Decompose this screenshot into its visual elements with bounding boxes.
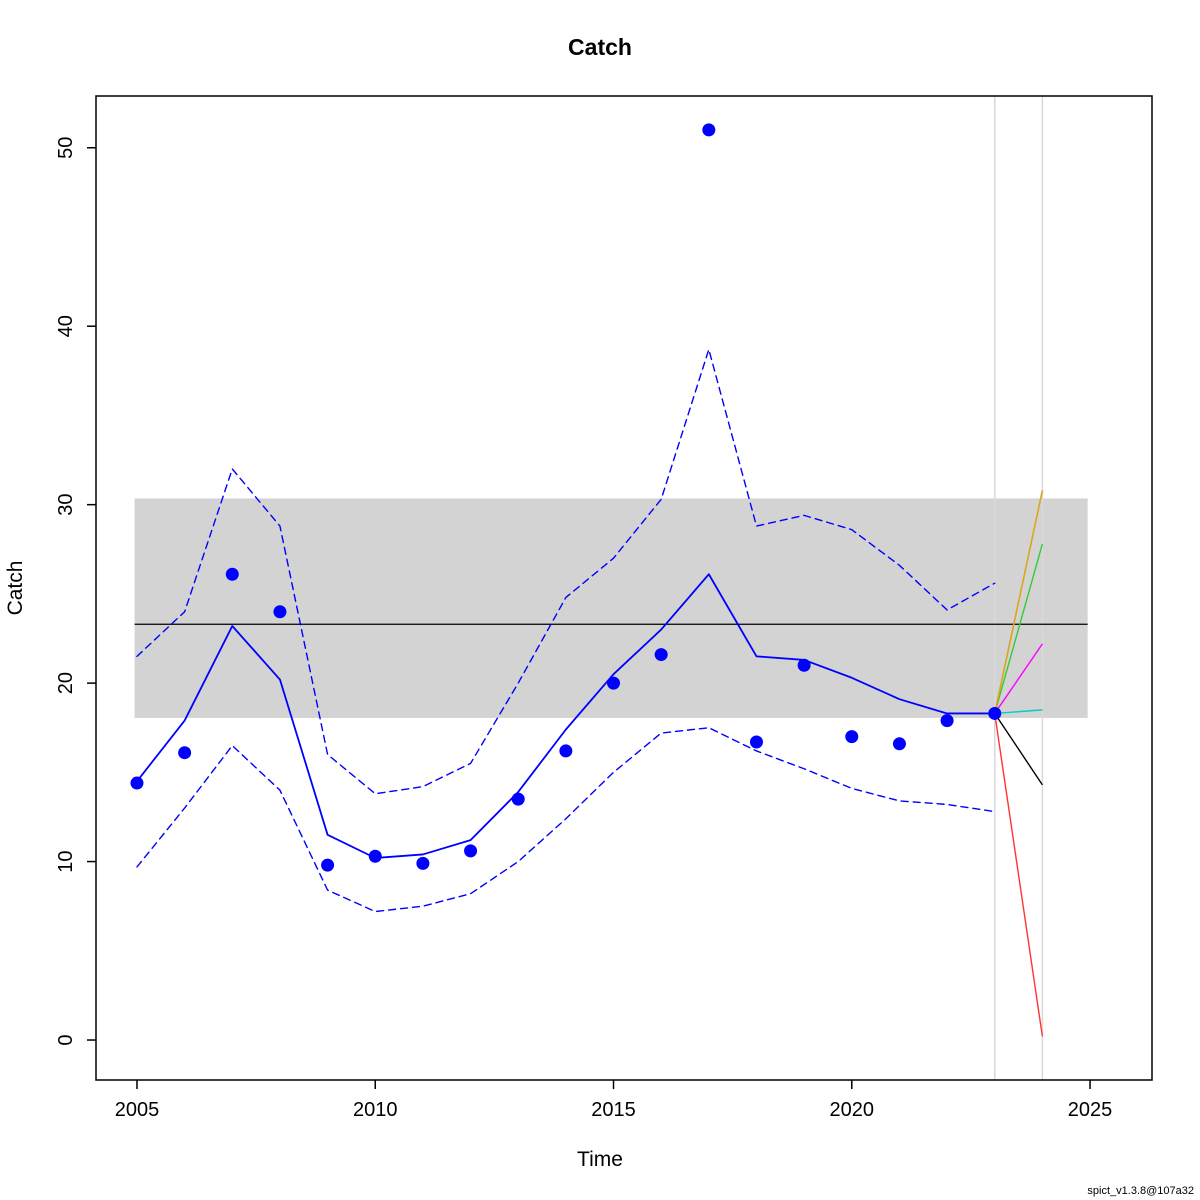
- observed-catch-point: [892, 737, 906, 751]
- observed-catch-point: [654, 648, 668, 662]
- x-tick-label: 2015: [591, 1099, 636, 1121]
- y-tick-label: 50: [55, 137, 77, 159]
- observed-catch-point: [225, 567, 239, 581]
- observed-catch-point: [607, 676, 621, 690]
- ci-upper-line: [136, 348, 996, 795]
- estimated-catch-line: [136, 573, 996, 859]
- y-tick-label: 40: [55, 315, 77, 337]
- observed-catch-point: [559, 744, 573, 758]
- observed-catch-point: [749, 735, 763, 749]
- x-tick-label: 2025: [1068, 1099, 1113, 1121]
- observed-catch-point: [178, 746, 192, 760]
- y-axis-label: Catch: [4, 560, 27, 616]
- observed-catch-point: [988, 706, 1002, 720]
- x-tick-label: 2020: [830, 1099, 875, 1121]
- observed-catch-point: [940, 714, 954, 728]
- forecast-teal-line: [994, 709, 1043, 715]
- forecast-magenta-line: [994, 643, 1043, 714]
- observed-catch-point: [464, 844, 478, 858]
- forecast-green-line: [994, 543, 1044, 714]
- observed-catch-point: [273, 605, 287, 619]
- version-watermark: spict_v1.3.8@107a32: [1087, 1185, 1194, 1197]
- x-tick-label: 2010: [353, 1099, 398, 1121]
- observed-catch-point: [368, 849, 382, 863]
- y-tick-label: 30: [55, 494, 77, 516]
- forecast-gold-line: [993, 490, 1044, 714]
- ci-lower-line: [136, 727, 996, 913]
- forecast-red-line: [994, 713, 1044, 1037]
- observed-catch-point: [130, 776, 144, 790]
- y-tick-label: 0: [55, 1034, 77, 1045]
- chart-title: Catch: [568, 34, 632, 60]
- y-tick-label: 10: [55, 850, 77, 872]
- x-axis-label: Time: [577, 1148, 623, 1171]
- observed-catch-point: [511, 792, 525, 806]
- plot-border: [95, 95, 1153, 1081]
- observed-catch-point: [702, 123, 716, 137]
- observed-catch-point: [321, 858, 335, 872]
- x-tick-label: 2005: [115, 1099, 160, 1121]
- observed-catch-point: [416, 856, 430, 870]
- forecast-black-line: [994, 713, 1043, 786]
- y-tick-label: 20: [55, 672, 77, 694]
- observed-catch-point: [797, 658, 811, 672]
- observed-catch-point: [845, 730, 859, 744]
